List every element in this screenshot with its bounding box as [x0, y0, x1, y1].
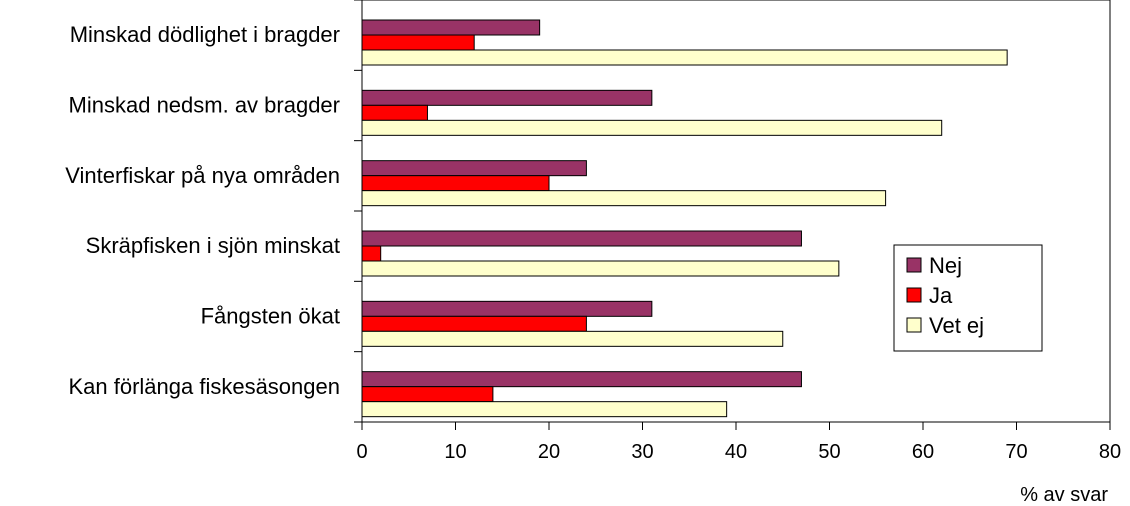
- bar-ja-4: [361, 245, 382, 262]
- bar-nej-2: [361, 89, 653, 106]
- bar-vet-ej-6: [361, 401, 728, 418]
- legend-swatch-nej: [906, 257, 922, 273]
- legend-swatch-ja: [906, 287, 922, 303]
- bar-ja-6: [361, 386, 494, 403]
- x-tick-label: 80: [1099, 441, 1121, 463]
- x-tick-label: 20: [538, 441, 560, 463]
- x-axis-label: % av svar: [1020, 484, 1108, 506]
- axes-layer: Minskad dödlighet i bragder Minskad nedsm…: [65, 0, 1121, 463]
- x-tick-label: 70: [1005, 441, 1027, 463]
- bar-ja-3: [361, 175, 550, 192]
- x-tick-label: 0: [356, 441, 367, 463]
- bar-ja-5: [361, 315, 587, 332]
- bar-vet-ej-3: [361, 190, 887, 207]
- bar-nej-4: [361, 230, 802, 247]
- bar-nej-1: [361, 19, 541, 36]
- bar-ja-1: [361, 34, 475, 51]
- legend-label: Nej: [929, 253, 962, 278]
- legend-label: Ja: [929, 283, 953, 308]
- category-label: Minskad dödlighet i bragder: [70, 22, 340, 47]
- legend: Nej Ja Vet ej: [893, 244, 1043, 352]
- x-tick-label: 50: [818, 441, 840, 463]
- bar-nej-3: [361, 160, 587, 177]
- bar-nej-5: [361, 300, 653, 317]
- bars-layer: [361, 19, 1008, 418]
- x-tick-label: 40: [725, 441, 747, 463]
- legend-swatch-vet-ej: [906, 317, 922, 333]
- bar-ja-2: [361, 104, 428, 121]
- category-label: Minskad nedsm. av bragder: [69, 93, 340, 118]
- bar-nej-6: [361, 371, 802, 388]
- x-tick-label: 10: [444, 441, 466, 463]
- bar-vet-ej-4: [361, 260, 840, 277]
- plot-area: [361, 0, 1111, 423]
- x-tick-label: 60: [912, 441, 934, 463]
- legend-label: Vet ej: [929, 313, 984, 338]
- x-tick-label: 30: [631, 441, 653, 463]
- category-label: Kan förlänga fiskesäsongen: [68, 374, 340, 399]
- category-label: Skräpfisken i sjön minskat: [86, 233, 340, 258]
- category-label: Fångsten ökat: [201, 304, 340, 329]
- bar-vet-ej-2: [361, 119, 943, 136]
- bar-vet-ej-1: [361, 49, 1008, 66]
- category-label: Vinterfiskar på nya områden: [65, 163, 340, 188]
- bar-vet-ej-5: [361, 330, 784, 347]
